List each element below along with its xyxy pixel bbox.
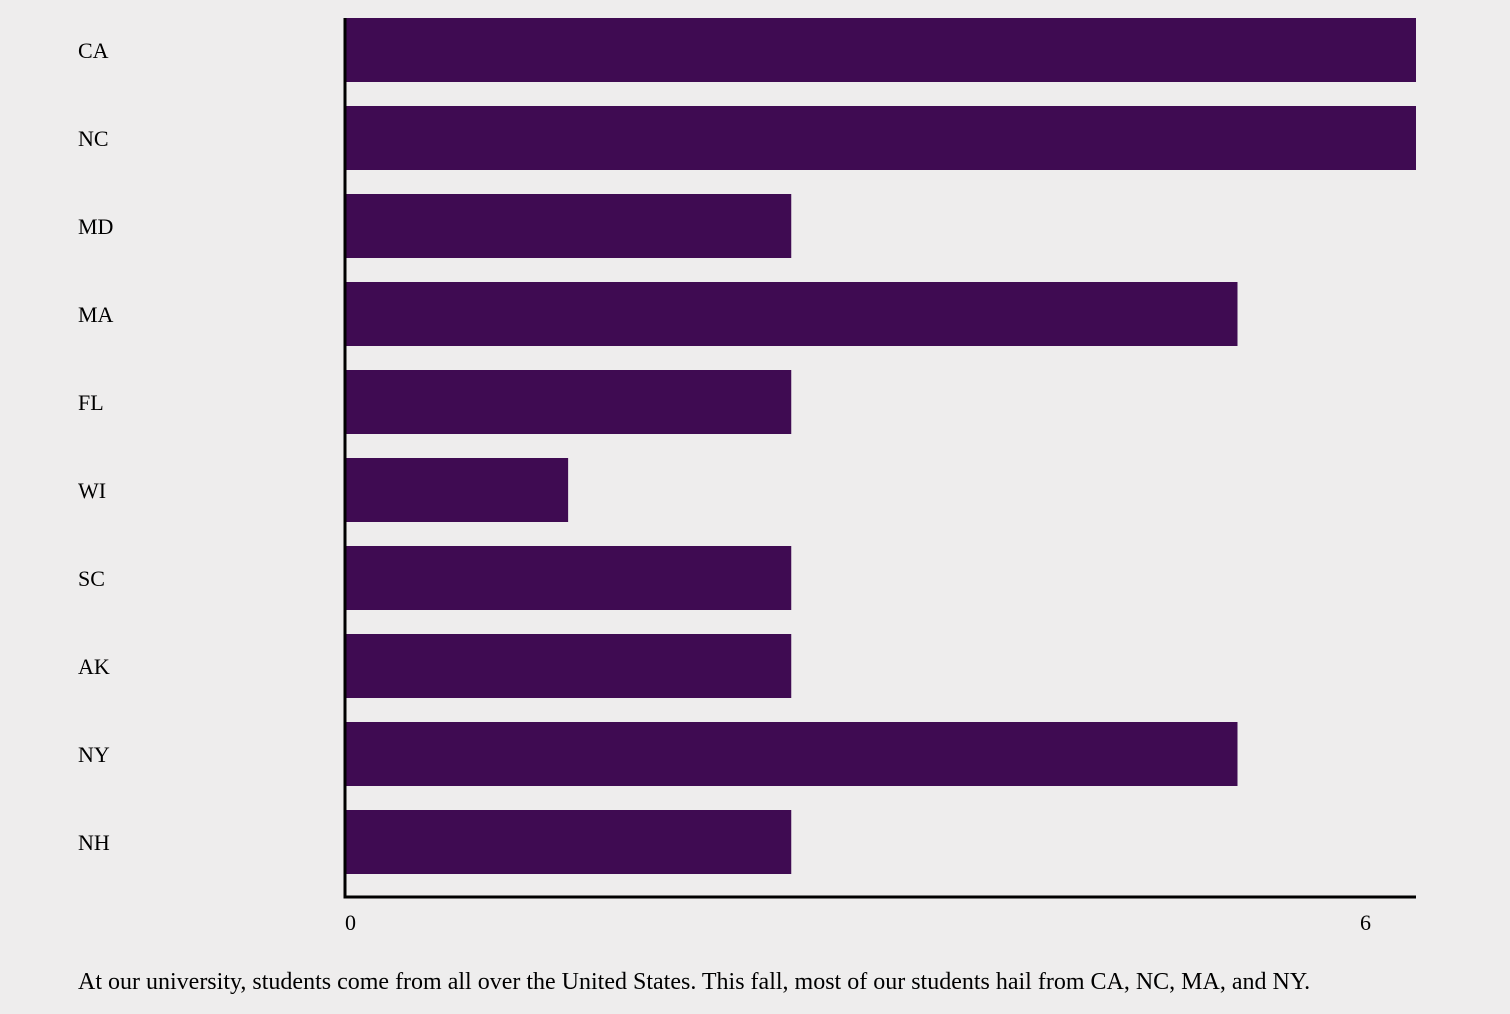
bar-ma — [345, 282, 1238, 346]
bar-ny — [345, 722, 1238, 786]
category-label-fl: FL — [78, 390, 104, 415]
category-label-ma: MA — [78, 302, 114, 327]
category-labels: CA NC MD MA FL WI SC AK NY NH — [78, 38, 114, 855]
x-tick-label: 6 — [1360, 910, 1371, 935]
bar-ca — [345, 18, 1416, 82]
bar-sc — [345, 546, 792, 610]
bar-ak — [345, 634, 792, 698]
category-label-ca: CA — [78, 38, 109, 63]
bar-nh — [345, 810, 792, 874]
bar-fl — [345, 370, 792, 434]
bar-nc — [345, 106, 1416, 170]
category-label-nh: NH — [78, 830, 110, 855]
bar-md — [345, 194, 792, 258]
category-label-ny: NY — [78, 742, 110, 767]
category-label-ak: AK — [78, 654, 110, 679]
bar-wi — [345, 458, 569, 522]
category-label-nc: NC — [78, 126, 109, 151]
x-tick-label: 0 — [345, 910, 356, 935]
bars-group — [345, 18, 1416, 874]
category-label-sc: SC — [78, 566, 105, 591]
category-label-wi: WI — [78, 478, 106, 503]
category-label-md: MD — [78, 214, 113, 239]
chart-caption: At our university, students come from al… — [78, 969, 1311, 995]
